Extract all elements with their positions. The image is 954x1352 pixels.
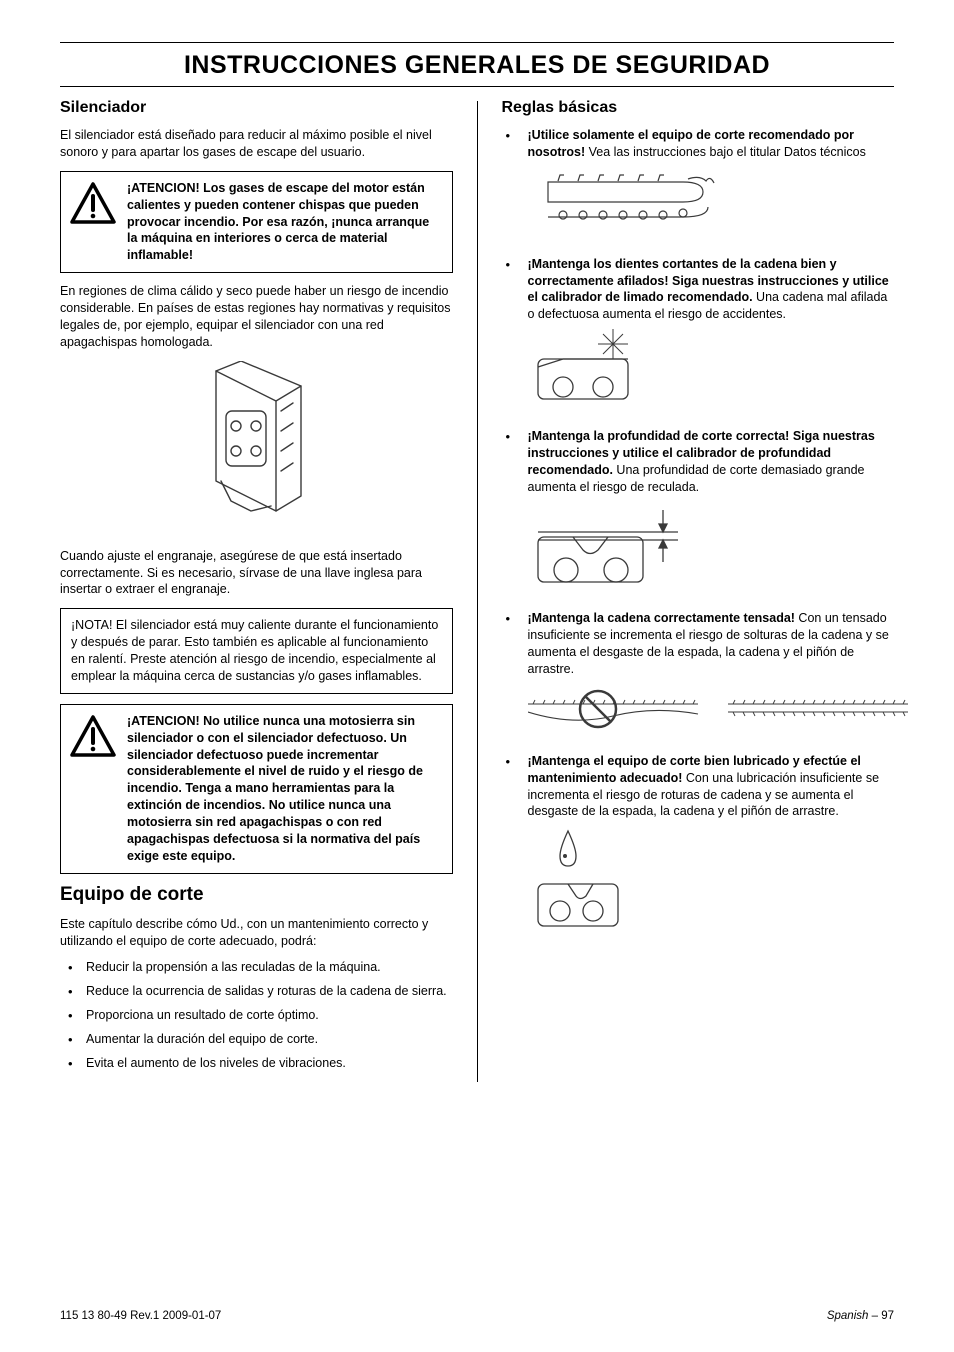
rule-bold: ¡Mantenga la cadena correctamente tensad… [528,611,795,625]
figure-sharpen [528,329,895,414]
footer-lang: Spanish [827,1310,869,1322]
figure-bar-chain [528,167,895,242]
title-underline [60,86,894,87]
figure-lubrication [528,826,895,941]
warning-text-1: ¡ATENCION! Los gases de escape del motor… [127,180,442,264]
top-rule [60,42,894,43]
column-divider [477,101,478,1082]
rule-rest: Vea las instrucciones bajo el titular Da… [585,145,866,159]
list-item: Reduce la ocurrencia de salidas y rotura… [60,983,453,1000]
rule-item: ¡Mantenga la profundidad de corte correc… [502,428,895,596]
warning-text-2: ¡ATENCION! No utilice nunca una motosier… [127,713,442,865]
rule-item: ¡Mantenga la cadena correctamente tensad… [502,610,895,738]
right-column: Reglas básicas ¡Utilice solamente el equ… [502,99,895,1082]
figure-depth [528,502,895,597]
footer-page-num: 97 [881,1310,894,1322]
warning-box-1: ¡ATENCION! Los gases de escape del motor… [60,171,453,273]
warning-icon [69,713,117,865]
list-item: Proporciona un resultado de corte óptimo… [60,1007,453,1024]
warning-box-2: ¡ATENCION! No utilice nunca una motosier… [60,704,453,874]
footer-right: Spanish – 97 [827,1310,894,1322]
note-box: ¡NOTA! El silenciador está muy caliente … [60,608,453,694]
heading-equipo: Equipo de corte [60,884,453,906]
list-item: Reducir la propensión a las reculadas de… [60,959,453,976]
heading-reglas: Reglas básicas [502,99,895,117]
rule-item: ¡Mantenga los dientes cortantes de la ca… [502,256,895,414]
figure-tension [528,684,895,739]
page-title: INSTRUCCIONES GENERALES DE SEGURIDAD [60,51,894,80]
list-item: Evita el aumento de los niveles de vibra… [60,1055,453,1072]
content-columns: Silenciador El silenciador está diseñado… [60,99,894,1082]
left-column: Silenciador El silenciador está diseñado… [60,99,453,1082]
figure-muffler [60,361,453,536]
list-item: Aumentar la duración del equipo de corte… [60,1031,453,1048]
footer-sep: – [868,1310,881,1322]
equipo-intro: Este capítulo describe cómo Ud., con un … [60,916,453,950]
heading-silenciador: Silenciador [60,99,453,117]
equipo-bullets: Reducir la propensión a las reculadas de… [60,959,453,1071]
warning-icon [69,180,117,264]
page-footer: 115 13 80-49 Rev.1 2009-01-07 Spanish – … [60,1310,894,1322]
footer-left: 115 13 80-49 Rev.1 2009-01-07 [60,1310,221,1322]
rules-list: ¡Utilice solamente el equipo de corte re… [502,127,895,941]
rule-item: ¡Utilice solamente el equipo de corte re… [502,127,895,242]
silenciador-p2: En regiones de clima cálido y seco puede… [60,283,453,351]
silenciador-p3: Cuando ajuste el engranaje, asegúrese de… [60,548,453,599]
rule-item: ¡Mantenga el equipo de corte bien lubric… [502,753,895,941]
silenciador-p1: El silenciador está diseñado para reduci… [60,127,453,161]
